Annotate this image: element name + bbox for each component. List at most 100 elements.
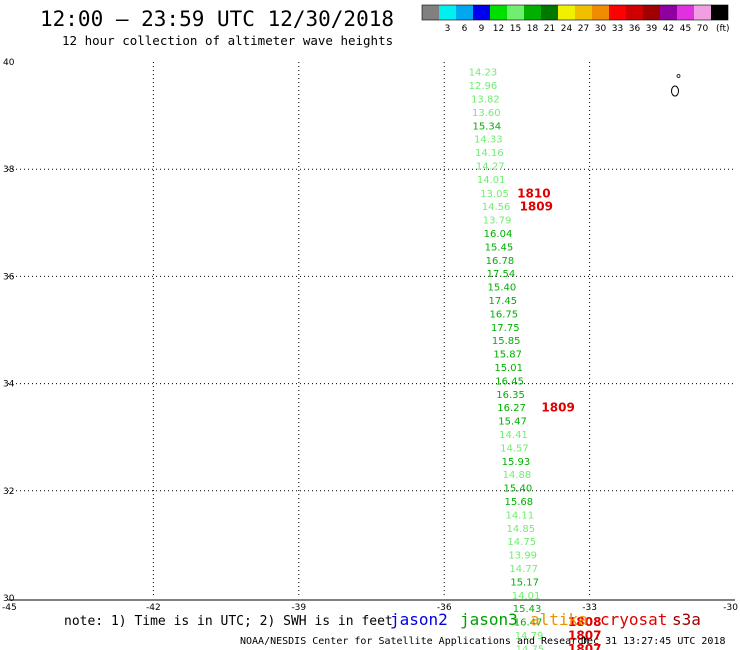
pass-time-label: 1810	[517, 186, 550, 200]
pass-time-label: 1809	[541, 401, 574, 415]
legend-swatch	[660, 5, 677, 20]
wave-height-value: 14.75	[507, 537, 536, 548]
legend-border	[421, 4, 729, 21]
legend-swatch	[643, 5, 660, 20]
wave-height-value: 14.33	[474, 135, 503, 146]
legend-unit: (ft)	[716, 24, 730, 34]
wave-height-value: 15.93	[502, 457, 531, 468]
satellite-name: altika	[530, 610, 588, 629]
legend-swatch	[524, 5, 541, 20]
wave-height-value: 14.57	[500, 443, 529, 454]
wave-height-value: 14.75	[516, 644, 545, 650]
legend-label: 39	[646, 24, 658, 34]
legend-label: 9	[479, 24, 485, 34]
wave-height-value: 15.43	[513, 604, 542, 615]
satellite-name: jason2	[390, 610, 448, 629]
wave-height-value: 13.05	[480, 189, 509, 200]
credit-text: NOAA/NESDIS Center for Satellite Applica…	[240, 636, 589, 647]
wave-height-value: 16.75	[489, 309, 518, 320]
legend-swatch	[592, 5, 609, 20]
wave-height-value: 14.85	[506, 524, 535, 535]
legend-label: 33	[612, 24, 623, 34]
x-tick-label: -33	[582, 603, 597, 613]
legend-swatch	[456, 5, 473, 20]
wave-height-value: 16.04	[484, 229, 513, 240]
legend-swatch	[694, 5, 711, 20]
wave-height-value: 14.01	[512, 591, 541, 602]
wave-height-value: 15.47	[498, 417, 527, 428]
y-tick-label: 36	[3, 272, 15, 282]
wave-height-value: 16.35	[496, 390, 525, 401]
chart-subtitle: 12 hour collection of altimeter wave hei…	[62, 33, 393, 48]
wave-height-value: 16.45	[495, 376, 524, 387]
wave-height-value: 14.01	[477, 175, 506, 186]
wave-height-value: 14.27	[476, 161, 505, 172]
y-tick-labels: 40 38 36 34 32 30	[3, 58, 15, 604]
legend-label: 3	[445, 24, 451, 34]
wave-height-value: 14.88	[503, 470, 532, 481]
legend-swatch	[439, 5, 456, 20]
satellite-name: s3a	[672, 610, 701, 629]
satellite-name: jason3	[460, 610, 518, 629]
wave-height-value: 13.82	[471, 94, 500, 105]
units-note: note: 1) Time is in UTC; 2) SWH is in fe…	[64, 614, 393, 629]
wave-height-value: 14.77	[509, 564, 538, 575]
wave-height-value: 15.17	[510, 577, 539, 588]
legend-label: 30	[595, 24, 607, 34]
wave-height-value: 17.45	[489, 296, 518, 307]
legend-swatch	[626, 5, 643, 20]
wave-height-values: 14.23 12.96 13.82 13.60 15.34 14.33 14.16 14.27…	[469, 68, 545, 650]
wave-height-value: 12.96	[469, 81, 498, 92]
x-tick-label: -42	[146, 603, 161, 613]
gridlines	[8, 62, 735, 598]
y-tick-label: 34	[3, 380, 15, 390]
wave-height-value: 14.41	[499, 430, 528, 441]
y-tick-label: 38	[3, 165, 15, 175]
wave-height-value: 15.85	[492, 336, 521, 347]
legend-swatch	[677, 5, 694, 20]
satellite-name: cryosat	[600, 610, 667, 629]
wave-height-value: 13.79	[483, 216, 512, 227]
x-tick-label: -45	[2, 603, 17, 613]
legend-label: 45	[680, 24, 691, 34]
island-marker	[671, 74, 681, 97]
legend-label: 27	[578, 24, 589, 34]
legend-label: 15	[510, 24, 521, 34]
wave-height-value: 15.40	[488, 283, 517, 294]
chart-title: 12:00 – 23:59 UTC 12/30/2018	[40, 7, 394, 31]
legend-swatch	[473, 5, 490, 20]
wave-height-value: 15.68	[505, 497, 534, 508]
legend-label: 18	[527, 24, 539, 34]
y-tick-label: 30	[3, 594, 15, 604]
wave-height-value: 14.56	[482, 202, 511, 213]
pass-time-label: 1807	[568, 642, 601, 650]
y-tick-label: 32	[3, 487, 14, 497]
x-tick-label: -36	[437, 603, 452, 613]
legend-swatch	[490, 5, 507, 20]
legend-label: 24	[561, 24, 573, 34]
legend-swatch	[507, 5, 524, 20]
legend-label: 42	[663, 24, 674, 34]
legend-label: 12	[493, 24, 504, 34]
x-tick-label: -39	[291, 603, 306, 613]
pass-time-label: 1808	[568, 615, 601, 629]
legend-swatch	[558, 5, 575, 20]
wave-height-value: 15.45	[485, 242, 514, 253]
generated-timestamp: Dec 31 13:27:45 UTC 2018	[581, 636, 726, 647]
pass-time-label: 1809	[520, 200, 553, 214]
wave-height-value: 13.60	[472, 108, 501, 119]
legend-swatch	[575, 5, 592, 20]
legend-label: 6	[462, 24, 468, 34]
wave-height-value: 15.40	[504, 484, 533, 495]
wave-height-value: 17.54	[487, 269, 516, 280]
wave-height-value: 17.75	[491, 323, 520, 334]
legend-swatch	[711, 5, 728, 20]
wave-height-value: 13.99	[508, 551, 537, 562]
wave-height-value: 16.47	[514, 618, 543, 629]
wave-height-value: 14.79	[515, 631, 544, 642]
legend-label: 70	[697, 24, 709, 34]
wave-height-value: 15.34	[473, 121, 502, 132]
wave-height-value: 16.27	[497, 403, 526, 414]
satellite-legend: jason2 jason3 altika cryosat s3a	[390, 610, 701, 629]
